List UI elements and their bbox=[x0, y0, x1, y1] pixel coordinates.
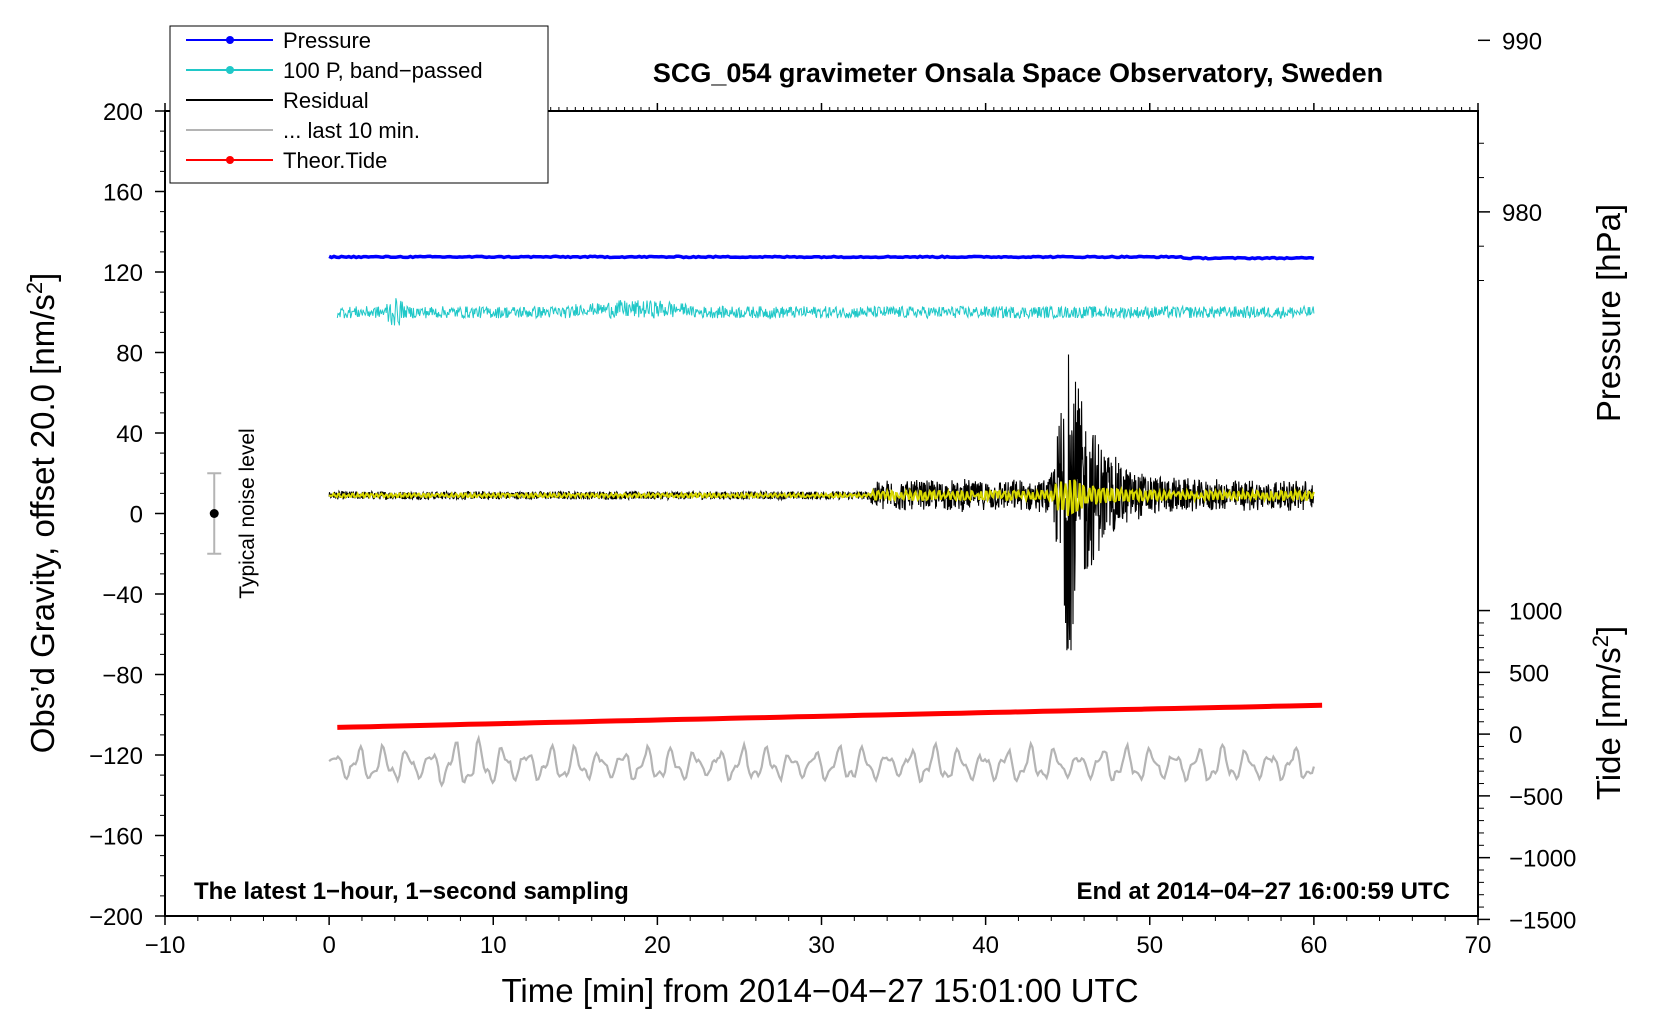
x-tick-label: 0 bbox=[322, 932, 335, 959]
pressure-tick-label: 990 bbox=[1502, 28, 1542, 55]
tide-tick-label: −1500 bbox=[1509, 907, 1576, 934]
noise-bar-center bbox=[209, 509, 219, 518]
legend-marker bbox=[226, 156, 234, 164]
series-last-10-min bbox=[328, 734, 1315, 788]
y-tick-label: −120 bbox=[89, 743, 143, 770]
legend-box bbox=[169, 25, 549, 184]
y-axis-tide-title-sup: 2 bbox=[1588, 635, 1613, 647]
annotation-left: The latest 1−hour, 1−second sampling bbox=[194, 878, 629, 905]
series-theor-tide bbox=[337, 702, 1323, 730]
y-tick-label: −40 bbox=[102, 582, 143, 609]
x-tick-label: 60 bbox=[1301, 932, 1328, 959]
y-axis-tide-title-text: Tide [nm/s bbox=[1590, 647, 1627, 800]
legend-label: Pressure bbox=[283, 28, 371, 53]
x-tick-label: 20 bbox=[644, 932, 671, 959]
y-axis-tide-title-end: ] bbox=[1590, 626, 1627, 635]
tide-tick-label: −1000 bbox=[1509, 846, 1576, 873]
chart-title: SCG_054 gravimeter Onsala Space Observat… bbox=[653, 58, 1383, 88]
series-pressure bbox=[328, 254, 1315, 261]
y-axis-left-title-sup: 2 bbox=[22, 282, 47, 294]
x-tick-label: −10 bbox=[145, 932, 186, 959]
y-axis-tide: −1500 −1000 −500 0 500 1000 bbox=[1478, 599, 1576, 934]
y-axis-left: −200 −160 −120 −80 −40 0 40 80 120 160 200 bbox=[89, 99, 165, 931]
tide-tick-label: 1000 bbox=[1509, 599, 1562, 626]
legend-label: ... last 10 min. bbox=[283, 118, 420, 143]
series-layer bbox=[328, 254, 1323, 788]
legend-marker bbox=[226, 66, 234, 74]
y-axis-left-title-end: ] bbox=[24, 273, 61, 282]
y-axis-pressure: 9809901000101010201030 bbox=[1478, 28, 1542, 282]
y-tick-label: 120 bbox=[103, 260, 143, 287]
x-axis-title: Time [min] from 2014−04−27 15:01:00 UTC bbox=[501, 972, 1138, 1009]
plot-area bbox=[164, 110, 1479, 917]
x-tick-label: 30 bbox=[808, 932, 835, 959]
y-tick-label: −80 bbox=[102, 663, 143, 690]
y-axis-pressure-title: Pressure [hPa] bbox=[1590, 204, 1627, 422]
legend-label: Residual bbox=[283, 88, 369, 113]
series-band-passed bbox=[336, 298, 1315, 326]
annotation-right: End at 2014−04−27 16:00:59 UTC bbox=[1076, 878, 1450, 905]
tide-tick-label: −500 bbox=[1509, 784, 1563, 811]
y-tick-label: 160 bbox=[103, 180, 143, 207]
x-tick-label: 10 bbox=[480, 932, 507, 959]
legend-label: Theor.Tide bbox=[283, 148, 387, 173]
y-tick-label: 80 bbox=[116, 341, 143, 368]
series-residual-lowpass bbox=[328, 479, 1315, 517]
tide-tick-label: 0 bbox=[1509, 722, 1522, 749]
pressure-tick-label: 980 bbox=[1502, 200, 1542, 227]
y-tick-label: 40 bbox=[116, 421, 143, 448]
y-axis-tide-title: Tide [nm/s2] bbox=[1588, 626, 1627, 800]
y-tick-label: −200 bbox=[89, 904, 143, 931]
x-tick-label: 70 bbox=[1465, 932, 1492, 959]
legend: Pressure 100 P, band−passed Residual ... la… bbox=[169, 25, 549, 184]
noise-bar-label: Typical noise level bbox=[236, 428, 259, 598]
y-axis-left-title-text: Obs’d Gravity, offset 20.0 [nm/s bbox=[24, 294, 61, 753]
noise-bar: Typical noise level bbox=[207, 428, 259, 599]
y-tick-label: 200 bbox=[103, 99, 143, 126]
tide-tick-label: 500 bbox=[1509, 660, 1549, 687]
y-axis-left-title: Obs’d Gravity, offset 20.0 [nm/s2] bbox=[22, 273, 61, 754]
x-tick-label: 50 bbox=[1136, 932, 1163, 959]
legend-label: 100 P, band−passed bbox=[283, 58, 483, 83]
y-tick-label: 0 bbox=[130, 502, 143, 529]
legend-marker bbox=[226, 36, 234, 44]
x-axis: −10 0 10 20 30 40 50 60 70 bbox=[145, 103, 1492, 959]
y-tick-label: −160 bbox=[89, 824, 143, 851]
x-tick-label: 40 bbox=[972, 932, 999, 959]
